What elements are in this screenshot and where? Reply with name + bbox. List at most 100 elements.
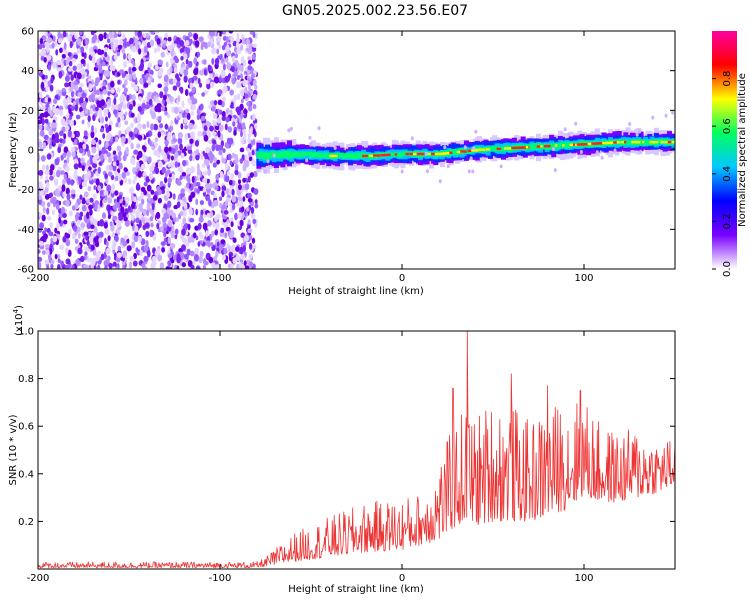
noise-blob	[130, 58, 135, 65]
noise-blob	[142, 33, 147, 39]
noise-blob	[131, 241, 136, 249]
noise-blob	[189, 131, 196, 137]
noise-blob	[221, 157, 226, 164]
noise-blob	[67, 34, 71, 41]
noise-blob	[44, 227, 47, 233]
noise-blob	[65, 238, 71, 247]
noise-blob	[64, 232, 68, 238]
noise-blob	[183, 117, 188, 124]
ridge-core	[540, 145, 543, 148]
noise-blob	[215, 173, 219, 181]
noise-blob	[61, 87, 66, 93]
noise-blob	[49, 84, 54, 92]
noise-blob	[81, 34, 87, 41]
ridge-core	[460, 150, 467, 153]
noise-blob	[74, 238, 79, 244]
noise-blob	[179, 175, 183, 180]
noise-blob	[121, 171, 127, 179]
noise-blob	[102, 89, 108, 95]
noise-blob	[211, 262, 216, 269]
noise-blob	[165, 61, 169, 67]
noise-blob	[243, 260, 247, 267]
noise-blob	[147, 250, 151, 258]
spectrogram-xticks: -200 -100 0 100	[27, 31, 594, 284]
noise-blob	[254, 203, 259, 209]
noise-blob	[216, 241, 220, 247]
noise-blob	[161, 216, 167, 223]
noise-blob	[188, 91, 194, 98]
noise-blob	[227, 153, 232, 161]
noise-blob	[246, 206, 250, 212]
noise-blob	[72, 65, 77, 72]
noise-blob	[218, 196, 223, 201]
noise-blob	[226, 62, 232, 70]
noise-blob	[83, 130, 88, 137]
snr-line	[38, 331, 675, 569]
noise-blob	[195, 149, 199, 154]
noise-blob	[38, 169, 44, 176]
noise-blob	[149, 229, 153, 238]
ridge-core	[667, 140, 673, 144]
noise-blob	[234, 212, 238, 221]
noise-blob	[236, 47, 242, 55]
noise-blob	[151, 203, 155, 211]
noise-blob	[128, 103, 133, 111]
noise-blob	[48, 143, 52, 150]
noise-blob	[138, 235, 142, 243]
noise-blob	[191, 104, 196, 111]
ridge-core	[536, 145, 543, 148]
noise-blob	[221, 116, 226, 122]
noise-blob	[220, 239, 226, 245]
noise-blob	[128, 261, 133, 269]
noise-blob	[97, 185, 102, 192]
noise-blob	[239, 147, 245, 153]
noise-blob	[107, 111, 111, 119]
noise-blob	[123, 216, 128, 222]
noise-blob	[50, 263, 54, 269]
noise-blob	[132, 100, 136, 107]
noise-blob	[121, 114, 125, 121]
noise-blob	[68, 60, 73, 67]
x-tick-label: -100	[209, 573, 232, 584]
noise-blob	[106, 184, 112, 192]
noise-blob	[65, 247, 69, 254]
noise-blob	[38, 256, 43, 262]
noise-blob	[93, 237, 98, 243]
noise-blob	[137, 123, 143, 129]
noise-blob	[190, 264, 195, 269]
colorbar-tick-label: 0.4	[722, 166, 733, 182]
ridge-core	[562, 144, 565, 147]
noise-blob	[46, 265, 50, 269]
ridge-spot	[287, 128, 291, 133]
noise-blob	[42, 43, 45, 49]
noise-blob	[38, 119, 43, 125]
noise-blob	[63, 133, 67, 140]
noise-blob	[44, 74, 48, 80]
noise-blob	[208, 256, 214, 264]
noise-blob	[204, 42, 209, 49]
noise-blob	[79, 106, 83, 113]
ridge-spot	[272, 153, 276, 158]
noise-blob	[252, 113, 256, 121]
noise-blob	[247, 137, 251, 144]
noise-blob	[209, 100, 215, 106]
noise-blob	[180, 152, 185, 159]
noise-blob	[167, 163, 172, 168]
snr-scale-exponent: 4	[12, 308, 20, 313]
noise-blob	[65, 187, 70, 195]
noise-blob	[246, 101, 251, 107]
noise-blob	[132, 260, 138, 267]
noise-blob	[62, 212, 67, 218]
noise-blob	[156, 186, 161, 192]
noise-blob	[176, 265, 180, 269]
noise-blob	[77, 38, 81, 46]
noise-blob	[41, 50, 47, 56]
noise-blob	[186, 167, 191, 175]
noise-blob	[60, 260, 64, 266]
noise-blob	[248, 129, 253, 136]
noise-blob	[252, 43, 257, 48]
noise-blob	[54, 253, 58, 260]
noise-blob	[158, 59, 163, 66]
noise-blob	[159, 225, 164, 232]
